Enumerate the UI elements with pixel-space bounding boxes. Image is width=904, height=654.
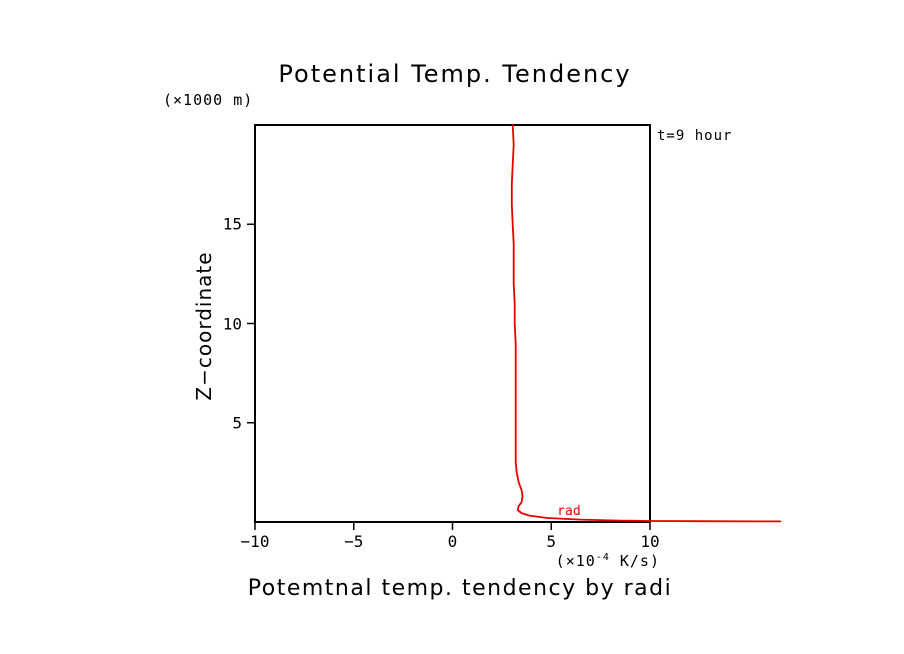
y-tick-label: 10 [222, 314, 242, 333]
x-unit-exponent: -4 [595, 552, 610, 563]
time-annotation: t=9 hour [657, 128, 733, 144]
y-tick-label: 15 [222, 214, 242, 234]
x-unit-prefix: (×10 [555, 552, 596, 570]
x-tick-label: 10 [640, 532, 660, 551]
y-axis-unit-label: (×1000 m) [163, 91, 254, 109]
chart-title: Potential Temp. Tendency [278, 60, 632, 88]
chart-caption: Potemtnal temp. tendency by radi [247, 576, 673, 601]
x-tick-label: 5 [546, 532, 557, 551]
x-tick-label: −10 [240, 532, 270, 551]
series-label-rad: rad [557, 504, 581, 520]
x-unit-suffix: K/s) [609, 552, 660, 570]
x-tick-label: 0 [447, 532, 458, 551]
y-tick-label: 5 [232, 413, 242, 433]
x-tick-label: −5 [344, 532, 364, 551]
x-axis-unit-label: (×10-4 K/s) [556, 552, 660, 570]
